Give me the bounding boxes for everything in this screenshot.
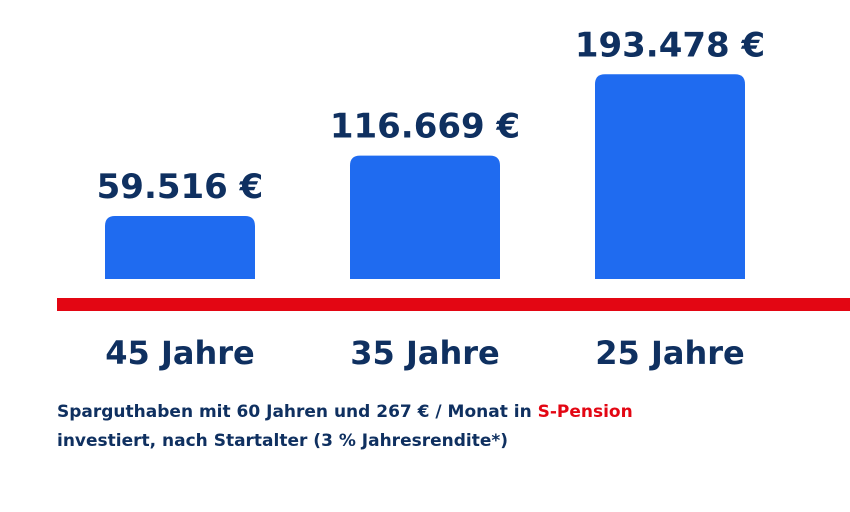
caption-highlight-s-pension: S-Pension <box>537 402 633 422</box>
category-label: 25 Jahre <box>595 334 744 372</box>
value-label: 116.669 € <box>330 107 520 147</box>
bar-35-jahre <box>350 155 500 279</box>
caption-text-end: investiert, nach Startalter (3 % Jahresr… <box>57 431 509 451</box>
category-label: 45 Jahre <box>105 334 254 372</box>
bar-25-jahre <box>595 74 745 280</box>
category-label: 35 Jahre <box>350 334 499 372</box>
caption-text-start: Sparguthaben mit 60 Jahren und 267 € / M… <box>57 402 538 422</box>
value-label: 59.516 € <box>97 167 264 207</box>
value-label: 193.478 € <box>575 25 765 65</box>
chart-caption: Sparguthaben mit 60 Jahren und 267 € / M… <box>57 398 837 456</box>
savings-bar-chart: 59.516 € 45 Jahre 116.669 € 35 Jahre 193.478… <box>57 25 850 372</box>
baseline-axis <box>57 298 850 311</box>
bar-45-jahre <box>105 216 255 279</box>
